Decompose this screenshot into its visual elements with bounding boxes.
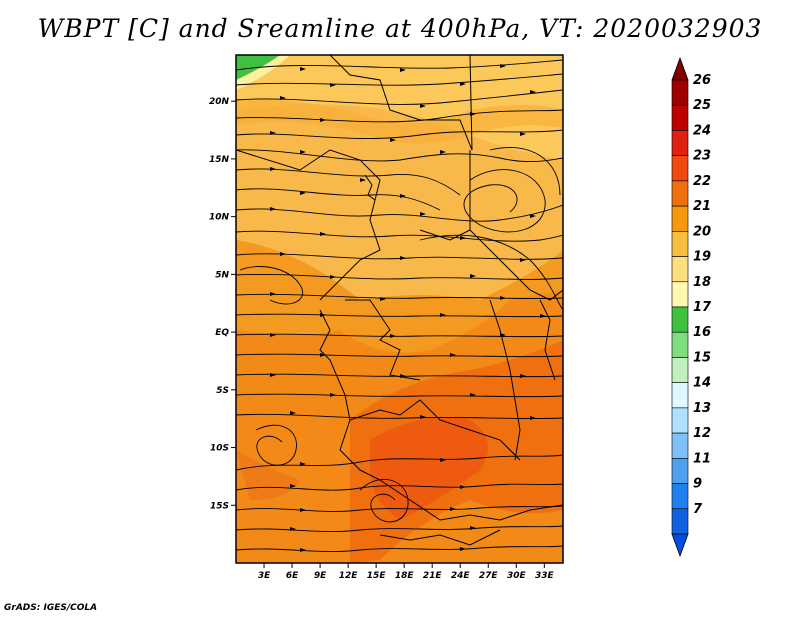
colorbar-swatch	[671, 231, 689, 257]
colorbar-swatch	[671, 104, 689, 131]
colorbar-label: 12	[693, 426, 711, 441]
country-borders	[236, 55, 563, 546]
streamlines	[236, 59, 563, 552]
lat-tick-label: 10N	[209, 213, 230, 223]
lat-tick-label: 20N	[209, 97, 230, 107]
colorbar-swatch	[671, 281, 689, 308]
streamline-arrows	[270, 64, 546, 552]
lon-tick-label: 3E	[258, 571, 271, 581]
colorbar-label: 13	[693, 401, 711, 416]
colorbar: 26 25 24 23 22 21 20 19 18 17 16 15 14 13 12 11 9 7	[671, 56, 712, 558]
lon-tick-label: 30E	[507, 571, 527, 581]
colorbar-label: 22	[693, 174, 711, 189]
map-frame	[235, 54, 564, 564]
colorbar-label: 18	[693, 275, 711, 290]
colorbar-label: 17	[693, 300, 712, 315]
colorbar-swatch	[671, 458, 689, 484]
lon-tick-label: 9E	[314, 571, 327, 581]
lat-tick-label: 15N	[209, 155, 230, 165]
colorbar-label: 7	[693, 502, 703, 517]
colorbar-swatch	[671, 508, 689, 535]
colorbar-swatch	[671, 432, 689, 459]
colorbar-label: 20	[693, 224, 711, 239]
colorbar-swatch	[671, 180, 689, 207]
colorbar-top-cap	[671, 56, 689, 81]
colorbar-label: 25	[693, 98, 711, 113]
map-title: WBPT [C] and Sreamline at 400hPa, VT: 20…	[37, 14, 763, 43]
lon-tick-label: 12E	[339, 571, 359, 581]
colorbar-label: 16	[693, 325, 711, 340]
colorbar-swatch	[671, 306, 689, 333]
lat-tick-label: 15S	[210, 501, 229, 511]
colorbar-bottom-cap	[671, 533, 689, 558]
colorbar-label: 11	[693, 451, 711, 466]
lon-tick-label: 21E	[423, 571, 443, 581]
lon-tick-label: 6E	[286, 571, 299, 581]
lon-tick-label: 33E	[535, 571, 555, 581]
colorbar-swatch	[671, 155, 689, 182]
colorbar-label: 9	[693, 477, 702, 492]
colorbar-swatch	[671, 483, 689, 510]
colorbar-swatch	[671, 130, 689, 156]
lat-tick-label: EQ	[215, 328, 229, 338]
colorbar-swatch	[671, 79, 689, 106]
colorbar-swatch	[671, 331, 689, 358]
wbpt-field	[236, 55, 563, 563]
colorbar-label: 15	[693, 350, 711, 365]
colorbar-label: 26	[693, 73, 711, 88]
lat-tick-label: 10S	[210, 444, 229, 454]
colorbar-label: 24	[693, 123, 711, 138]
colorbar-swatch	[671, 256, 689, 283]
colorbar-swatch	[671, 407, 689, 434]
footer-credit: GrADS: IGES/COLA	[4, 603, 98, 613]
lon-tick-label: 24E	[451, 571, 471, 581]
latitude-ticks: 20N 15N 10N 5N EQ 5S 10S 15S	[209, 97, 236, 511]
lon-tick-label: 27E	[479, 571, 499, 581]
lon-tick-label: 15E	[367, 571, 387, 581]
colorbar-label: 23	[693, 149, 711, 164]
lat-tick-label: 5N	[215, 270, 229, 280]
lat-tick-label: 5S	[216, 386, 229, 396]
colorbar-label: 21	[693, 199, 711, 214]
colorbar-label: 14	[693, 376, 711, 391]
colorbar-swatch	[671, 382, 689, 409]
colorbar-swatch	[671, 357, 689, 383]
lon-tick-label: 18E	[395, 571, 415, 581]
colorbar-swatch	[671, 205, 689, 232]
longitude-ticks: 3E 6E 9E 12E 15E 18E 21E 24E 27E 30E 33E	[258, 563, 555, 581]
colorbar-label: 19	[693, 250, 711, 265]
